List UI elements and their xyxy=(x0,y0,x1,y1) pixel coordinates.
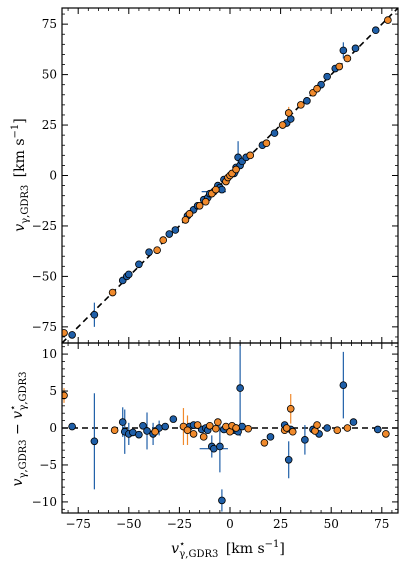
orange-data-point xyxy=(214,418,222,426)
y-tick-label: 25 xyxy=(42,118,57,132)
blue-data-point xyxy=(169,415,178,423)
blue-data-point xyxy=(118,418,127,426)
orange-data-point xyxy=(343,54,352,63)
blue-data-point xyxy=(171,226,180,234)
x-tick-label: 0 xyxy=(226,517,234,531)
orange-data-point xyxy=(232,424,240,432)
blue-data-point xyxy=(323,72,331,81)
y-tick-label: −10 xyxy=(32,495,57,509)
y-tick-label: −5 xyxy=(39,458,57,472)
blue-data-point xyxy=(161,422,170,431)
orange-data-point xyxy=(201,197,210,206)
orange-data-point xyxy=(288,427,297,436)
orange-data-point xyxy=(282,424,291,432)
blue-data-point xyxy=(135,430,143,439)
orange-data-point xyxy=(199,433,208,441)
orange-data-point xyxy=(382,430,390,438)
blue-data-point xyxy=(301,436,309,444)
y-tick-label: −75 xyxy=(32,320,57,334)
blue-data-point xyxy=(90,310,99,319)
blue-data-point xyxy=(303,97,311,105)
orange-data-point xyxy=(313,84,321,93)
top-plot-area xyxy=(62,8,398,343)
x-tick-label: −75 xyxy=(66,517,91,531)
orange-data-point xyxy=(333,426,342,435)
y-tick-label: −50 xyxy=(32,269,57,283)
orange-data-point xyxy=(212,185,220,194)
bottom-y-axis-label: vγ,GDR3 − v⋆γ,GDR3 xyxy=(8,372,29,487)
blue-data-point xyxy=(371,26,380,34)
bottom-x-axis-label: v⋆ γ,GDR3 [km s−1] xyxy=(171,539,285,560)
orange-data-point xyxy=(62,329,68,337)
orange-data-point xyxy=(278,121,287,129)
orange-data-point xyxy=(151,427,159,436)
orange-data-point xyxy=(185,210,194,218)
orange-data-point xyxy=(335,62,344,71)
blue-data-point xyxy=(270,129,279,137)
orange-data-point xyxy=(297,101,305,109)
orange-data-point xyxy=(286,404,295,413)
orange-data-point xyxy=(183,426,192,435)
orange-data-point xyxy=(193,421,202,429)
y-tick-label: −25 xyxy=(32,219,57,233)
y-tick-label: 75 xyxy=(42,17,57,31)
orange-data-point xyxy=(153,246,161,254)
bottom-plot-area xyxy=(62,343,398,512)
orange-data-point xyxy=(262,139,271,148)
y-tick-label: 10 xyxy=(42,347,57,361)
orange-data-point xyxy=(313,421,321,429)
one-to-one-line xyxy=(62,8,398,343)
x-tick-label: 25 xyxy=(273,517,288,531)
blue-data-point xyxy=(373,425,382,434)
blue-data-point xyxy=(216,442,224,451)
top-panel: −75 −50 −25 0 25 50 75 xyxy=(32,7,399,344)
orange-data-point xyxy=(212,424,220,433)
orange-data-point xyxy=(284,109,293,117)
x-tick-label: −50 xyxy=(116,517,141,531)
orange-data-point xyxy=(343,424,352,432)
blue-data-point xyxy=(284,455,293,464)
orange-data-point xyxy=(205,421,214,430)
blue-data-point xyxy=(124,270,133,279)
y-tick-label: 50 xyxy=(42,68,57,82)
blue-data-point xyxy=(139,421,147,430)
x-tick-label: −25 xyxy=(167,517,192,531)
orange-data-point xyxy=(244,424,253,433)
top-y-axis-label: vγ,GDR3 [km s−1] xyxy=(10,118,31,232)
orange-data-point xyxy=(62,391,68,400)
orange-data-point xyxy=(260,438,269,447)
blue-data-point xyxy=(143,427,151,435)
orange-data-point xyxy=(195,201,204,210)
orange-data-point xyxy=(232,165,240,174)
blue-data-point xyxy=(68,422,76,431)
y-tick-label: 0 xyxy=(49,421,57,435)
y-tick-label: 5 xyxy=(49,384,57,398)
blue-data-point xyxy=(339,46,348,55)
orange-data-point xyxy=(159,236,168,244)
blue-data-point xyxy=(145,248,153,256)
x-tick-label: 50 xyxy=(324,517,339,531)
blue-data-point xyxy=(323,424,331,432)
blue-data-point xyxy=(90,437,99,446)
blue-data-point xyxy=(351,44,360,53)
blue-data-point xyxy=(349,418,358,426)
orange-data-point xyxy=(181,216,190,224)
orange-data-point xyxy=(189,430,198,438)
blue-data-point xyxy=(218,496,226,505)
orange-data-point xyxy=(108,288,117,297)
blue-data-point xyxy=(339,381,348,389)
orange-data-point xyxy=(384,16,392,24)
blue-data-point xyxy=(165,230,174,238)
orange-data-point xyxy=(246,151,255,160)
y-tick-label: 0 xyxy=(49,169,57,183)
blue-data-point xyxy=(135,260,143,269)
blue-data-point xyxy=(236,384,244,392)
x-tick-label: 75 xyxy=(374,517,389,531)
blue-data-point xyxy=(266,433,275,441)
blue-data-point xyxy=(68,331,76,339)
orange-data-point xyxy=(110,426,119,435)
